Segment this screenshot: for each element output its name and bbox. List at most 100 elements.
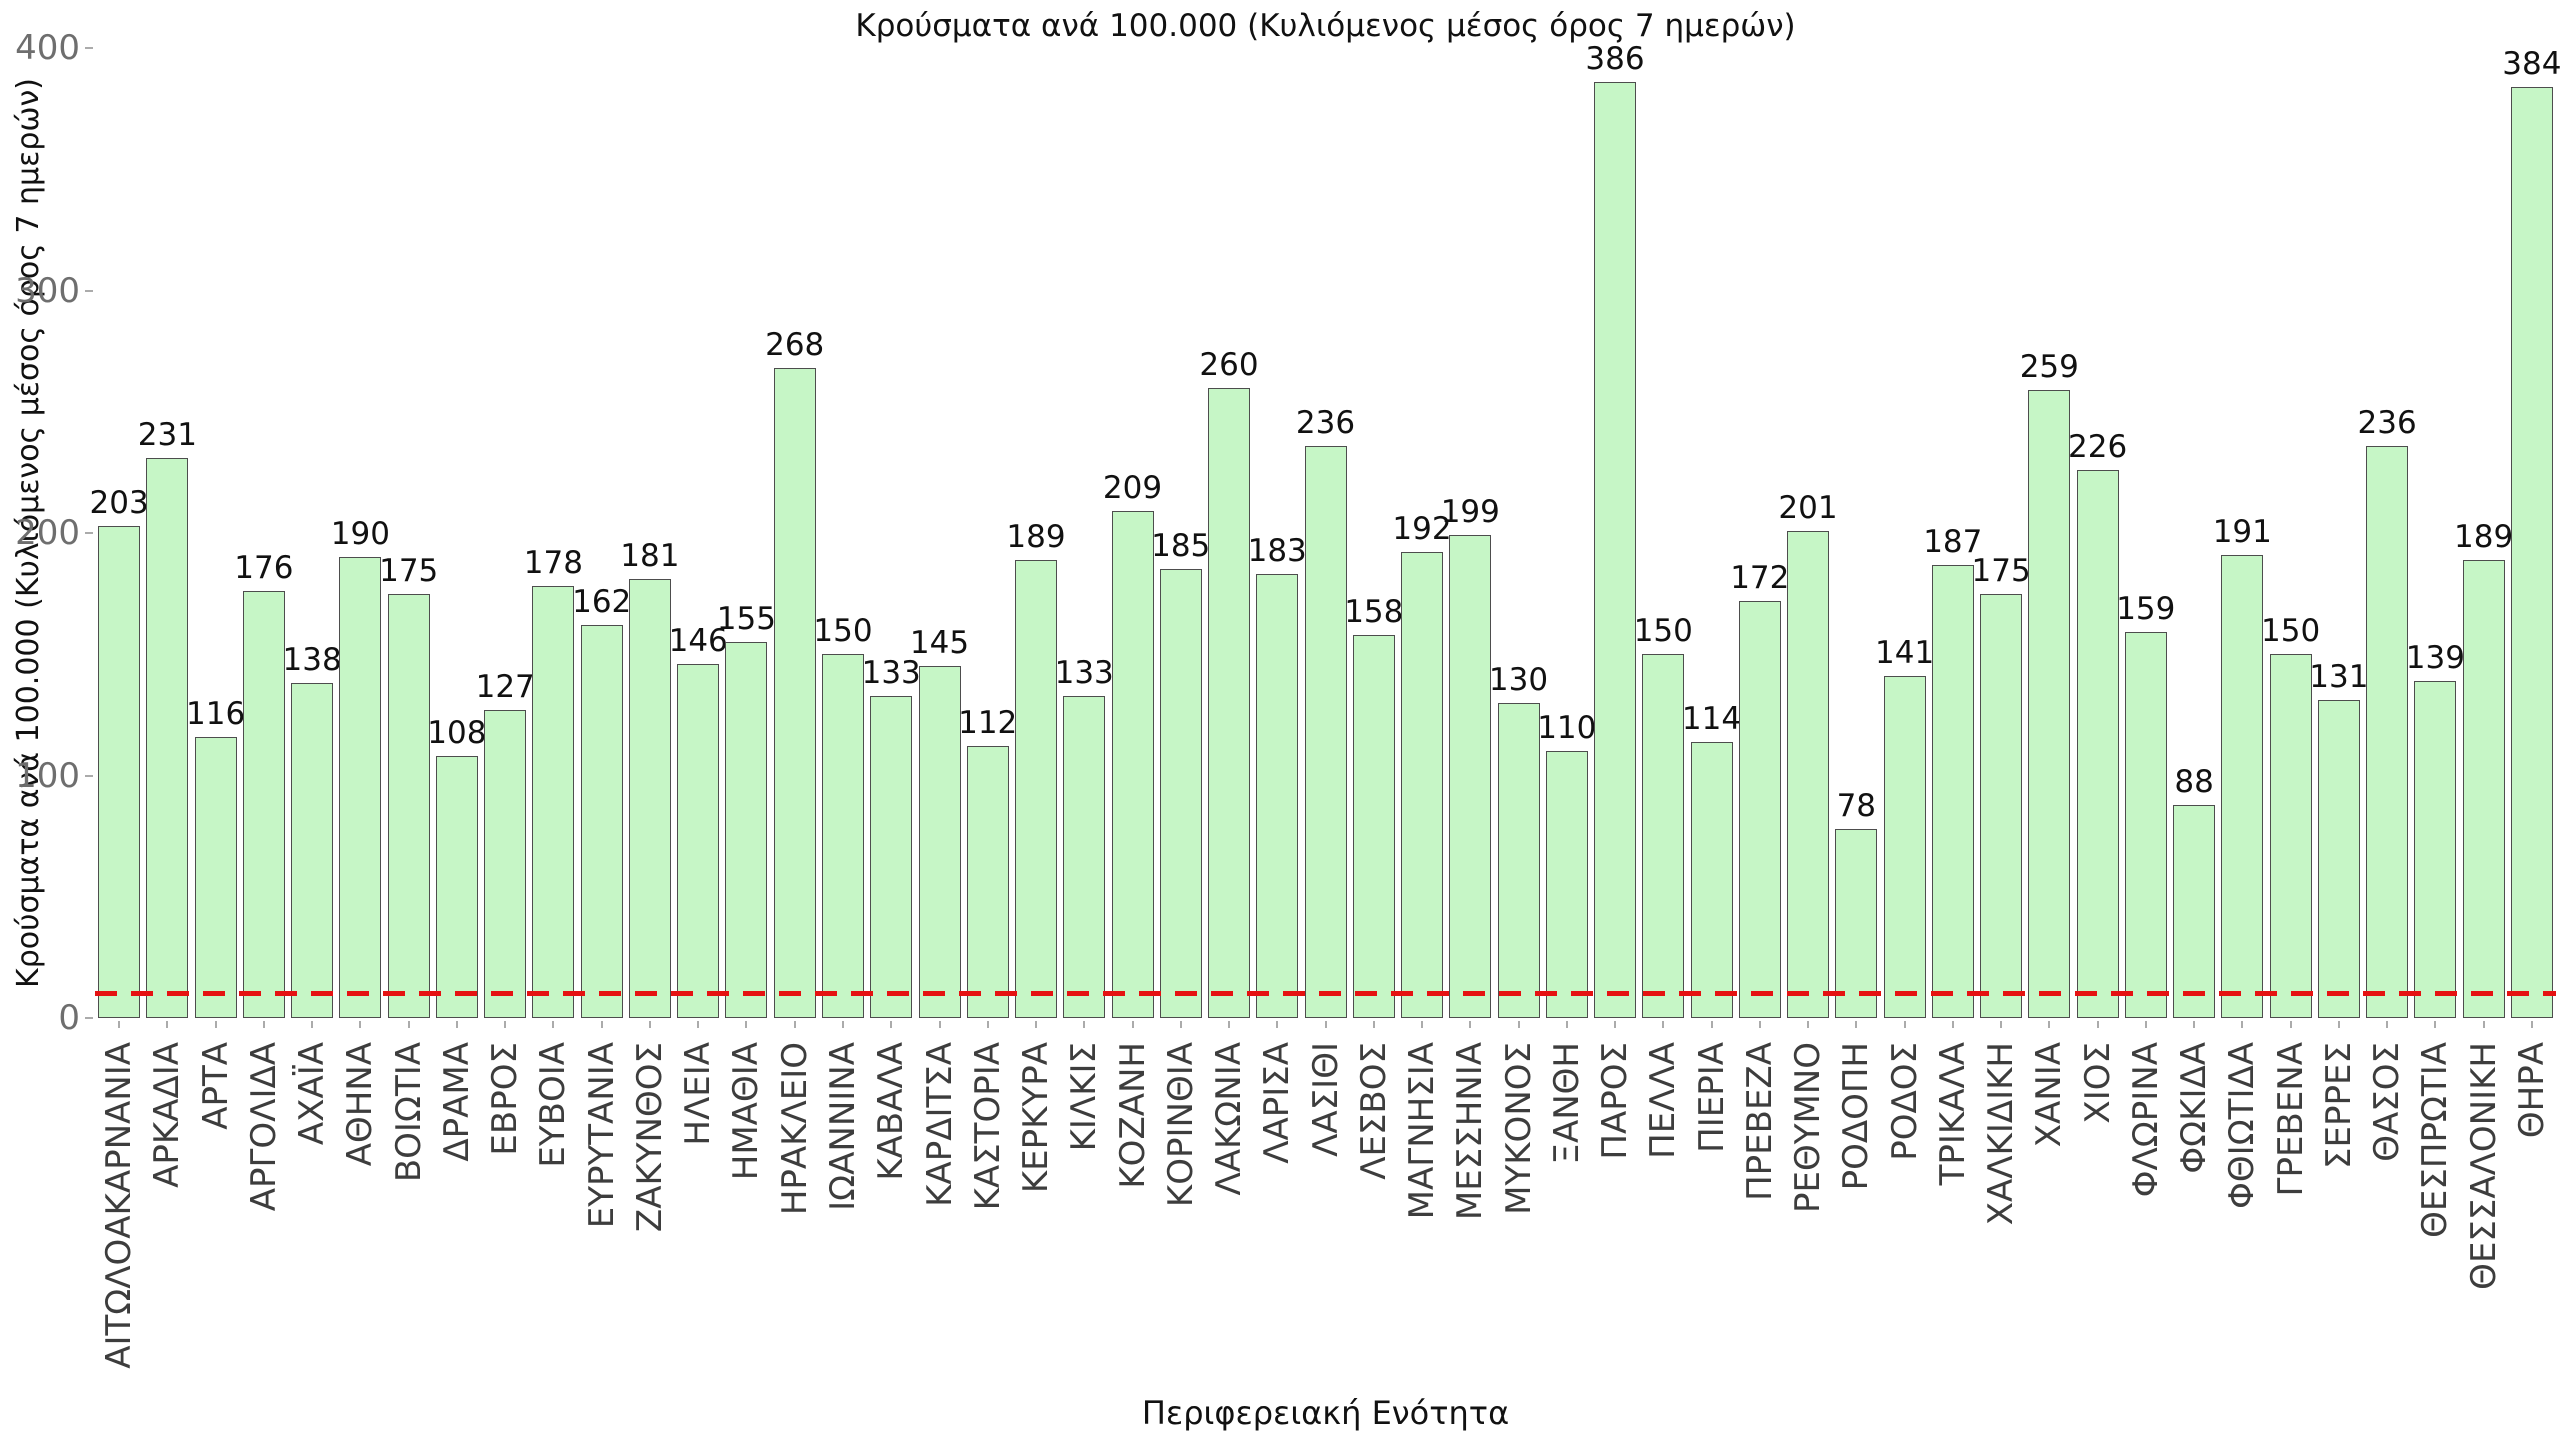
bar bbox=[2076, 470, 2119, 1018]
bar-value-label: 146 bbox=[668, 623, 728, 659]
bar-value-label: 158 bbox=[1344, 593, 1404, 630]
x-axis-tick-mark bbox=[1276, 1021, 1279, 1028]
bar bbox=[870, 695, 913, 1018]
x-tick-label: ΡΟΔΟΣ bbox=[1884, 1042, 1925, 1161]
x-axis-tick-mark bbox=[745, 1021, 748, 1028]
x-tick-label: ΧΑΛΚΙΔΙΚΗ bbox=[1981, 1042, 2022, 1226]
bar-value-label: 133 bbox=[1054, 654, 1114, 691]
bar bbox=[1063, 695, 1106, 1018]
bar bbox=[1352, 634, 1395, 1018]
bar-value-label: 236 bbox=[2357, 404, 2417, 441]
x-tick-label: ΚΟΡΙΝΘΙΑ bbox=[1160, 1042, 1201, 1208]
x-axis-tick-mark bbox=[1710, 1021, 1713, 1028]
bar bbox=[918, 666, 961, 1018]
bar-value-label: 199 bbox=[1440, 494, 1500, 531]
bar-value-label: 384 bbox=[2502, 45, 2560, 82]
chart-title: Κρούσματα ανά 100.000 (Κυλιόμενος μέσος … bbox=[855, 8, 1796, 44]
bar bbox=[291, 683, 334, 1018]
x-tick-label: ΡΟΔΟΠΗ bbox=[1836, 1042, 1877, 1191]
bar-value-label: 150 bbox=[2261, 613, 2321, 650]
x-axis-tick-mark bbox=[2434, 1021, 2437, 1028]
bar-value-label: 192 bbox=[1392, 511, 1452, 548]
x-axis-tick-mark bbox=[2482, 1021, 2485, 1028]
x-axis-tick-mark bbox=[842, 1021, 844, 1028]
bar bbox=[2317, 700, 2360, 1018]
bar bbox=[1738, 600, 1781, 1018]
x-axis-tick-mark bbox=[938, 1021, 941, 1028]
bar-value-label: 175 bbox=[1971, 552, 2031, 589]
bar bbox=[242, 591, 285, 1018]
bar-value-label: 175 bbox=[379, 552, 439, 589]
x-axis-title: Περιφερειακή Ενότητα bbox=[1141, 1394, 1510, 1432]
bar-value-label: 114 bbox=[1681, 700, 1742, 737]
x-axis-tick-mark bbox=[504, 1021, 507, 1028]
x-axis-tick-mark bbox=[1228, 1021, 1230, 1028]
x-axis-tick-mark bbox=[2289, 1021, 2292, 1028]
x-tick-label: ΘΑΣΟΣ bbox=[2367, 1042, 2408, 1162]
bar bbox=[1304, 445, 1347, 1018]
x-axis-tick-mark bbox=[1807, 1021, 1809, 1028]
bar-value-label: 190 bbox=[330, 516, 390, 553]
x-axis-tick-mark bbox=[1035, 1021, 1037, 1028]
bar-value-label: 78 bbox=[1836, 787, 1877, 824]
x-tick-label: ΗΜΑΘΙΑ bbox=[726, 1042, 767, 1181]
x-axis-tick-mark bbox=[2048, 1021, 2051, 1028]
bar bbox=[1594, 82, 1636, 1018]
x-tick-label: ΦΛΩΡΙΝΑ bbox=[2125, 1042, 2166, 1198]
x-axis-tick-mark bbox=[793, 1021, 796, 1028]
x-tick-label: ΛΑΣΙΘΙ bbox=[1305, 1042, 1346, 1157]
x-tick-label: ΣΕΡΡΕΣ bbox=[2318, 1042, 2359, 1169]
bar bbox=[1545, 751, 1588, 1019]
bar bbox=[146, 457, 189, 1018]
bar bbox=[2366, 445, 2409, 1018]
x-tick-label: ΑΡΓΟΛΙΔΑ bbox=[243, 1042, 284, 1212]
bar bbox=[484, 710, 527, 1018]
bar bbox=[966, 746, 1009, 1018]
bar bbox=[1111, 511, 1154, 1018]
x-tick-label: ΕΒΡΟΣ bbox=[485, 1042, 526, 1156]
x-axis-tick-mark bbox=[2337, 1021, 2340, 1028]
bar-value-label: 110 bbox=[1537, 710, 1597, 747]
bar-value-label: 386 bbox=[1585, 41, 1645, 77]
bar-value-label: 150 bbox=[1633, 613, 1693, 650]
bar-value-label: 108 bbox=[427, 715, 487, 752]
bar-value-label: 155 bbox=[716, 601, 776, 638]
x-axis-tick-mark bbox=[1372, 1021, 1375, 1028]
x-axis-tick-mark bbox=[2144, 1021, 2147, 1028]
x-tick-label: ΑΘΗΝΑ bbox=[340, 1042, 381, 1167]
x-axis-tick-mark bbox=[2193, 1021, 2196, 1028]
bar-value-label: 226 bbox=[2068, 429, 2128, 465]
bar bbox=[387, 593, 430, 1018]
bar-value-label: 131 bbox=[2309, 659, 2369, 696]
bar-value-label: 181 bbox=[620, 538, 680, 575]
bar-value-label: 178 bbox=[523, 545, 583, 582]
x-tick-label: ΕΥΡΥΤΑΝΙΑ bbox=[581, 1042, 622, 1229]
x-tick-label: ΗΡΑΚΛΕΙΟ bbox=[774, 1042, 815, 1216]
x-tick-label: ΧΑΝΙΑ bbox=[2029, 1042, 2070, 1148]
x-axis-tick-mark bbox=[262, 1021, 265, 1028]
x-axis-tick-mark bbox=[214, 1021, 217, 1028]
x-tick-label: ΜΑΓΝΗΣΙΑ bbox=[1402, 1042, 1442, 1220]
x-tick-label: ΔΡΑΜΑ bbox=[436, 1042, 477, 1162]
bar-value-label: 172 bbox=[1730, 559, 1790, 596]
x-axis-tick-mark bbox=[986, 1021, 989, 1028]
x-tick-label: ΡΕΘΥΜΝΟ bbox=[1788, 1042, 1828, 1214]
bar-value-label: 203 bbox=[89, 484, 149, 521]
bar bbox=[435, 756, 478, 1018]
bar bbox=[1256, 574, 1299, 1018]
x-tick-label: ΠΙΕΡΙΑ bbox=[1691, 1042, 1732, 1153]
x-axis-tick-mark bbox=[1662, 1021, 1665, 1028]
x-axis-tick-mark bbox=[1855, 1021, 1858, 1028]
x-axis-tick-mark bbox=[1565, 1021, 1568, 1028]
bar bbox=[194, 736, 237, 1018]
y-axis-tick-mark bbox=[85, 47, 93, 49]
x-tick-label: ΑΧΑΪΑ bbox=[292, 1042, 333, 1146]
bar bbox=[1931, 564, 1974, 1018]
x-tick-label: ΧΙΟΣ bbox=[2077, 1042, 2118, 1124]
bar-value-label: 127 bbox=[475, 669, 535, 705]
bar bbox=[822, 654, 864, 1019]
bar-value-label: 260 bbox=[1199, 346, 1259, 383]
x-tick-label: ΕΥΒΟΙΑ bbox=[533, 1042, 574, 1168]
x-tick-label: ΜΕΣΣΗΝΙΑ bbox=[1450, 1042, 1491, 1221]
x-axis-tick-mark bbox=[359, 1021, 362, 1028]
